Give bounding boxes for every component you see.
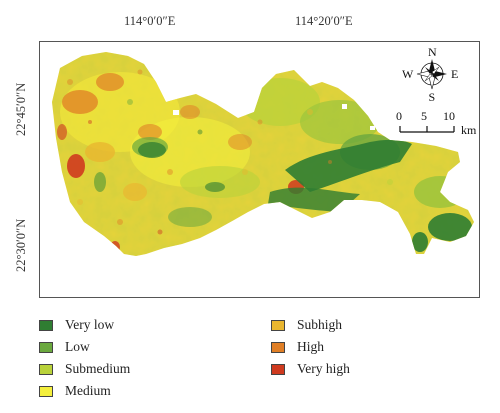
map-gap — [370, 126, 375, 130]
legend-label: Medium — [65, 383, 111, 398]
scale-bar: 0 5 10 km — [396, 109, 477, 137]
legend: Very low Low Submedium Medium Subhigh Hi… — [39, 316, 469, 406]
legend-item-submedium: Submedium — [39, 360, 130, 378]
compass-south-label: S — [429, 90, 436, 104]
legend-item-high: High — [271, 338, 324, 356]
compass-north-label: N — [428, 45, 437, 59]
legend-label: Very low — [65, 317, 115, 332]
legend-swatch — [271, 363, 285, 375]
legend-swatch — [39, 363, 53, 375]
legend-swatch — [39, 385, 53, 397]
legend-item-low: Low — [39, 338, 90, 356]
compass-east-label: E — [451, 67, 458, 81]
compass-west-label: W — [402, 67, 414, 81]
legend-swatch — [271, 341, 285, 353]
legend-label: Subhigh — [297, 317, 343, 332]
scale-tick-label: 5 — [421, 109, 427, 123]
scale-unit-label: km — [461, 123, 477, 137]
scale-tick-label: 10 — [443, 109, 455, 123]
legend-item-subhigh: Subhigh — [271, 316, 342, 334]
legend-label: Low — [65, 339, 90, 354]
legend-swatch — [271, 319, 285, 331]
latitude-label-22-45: 22°45′0″N — [14, 82, 28, 136]
legend-label: High — [297, 339, 324, 354]
latitude-label-22-30: 22°30′0″N — [14, 218, 28, 272]
risk-zonation-raster — [52, 52, 474, 256]
legend-item-medium: Medium — [39, 382, 111, 400]
scale-tick-label: 0 — [396, 109, 402, 123]
longitude-label-114-20: 114°20′0″E — [295, 14, 353, 28]
map-gap — [342, 104, 347, 109]
legend-item-very-low: Very low — [39, 316, 114, 334]
legend-label: Very high — [297, 361, 350, 376]
map-gap — [173, 110, 179, 115]
map-canvas: N S W E 0 5 10 km — [52, 45, 477, 256]
legend-swatch — [39, 341, 53, 353]
legend-label: Submedium — [65, 361, 131, 376]
longitude-label-114-0: 114°0′0″E — [124, 14, 176, 28]
map-frame: N S W E 0 5 10 km — [39, 41, 480, 298]
compass-rose: N S W E — [402, 45, 458, 104]
legend-swatch — [39, 319, 53, 331]
legend-item-very-high: Very high — [271, 360, 350, 378]
